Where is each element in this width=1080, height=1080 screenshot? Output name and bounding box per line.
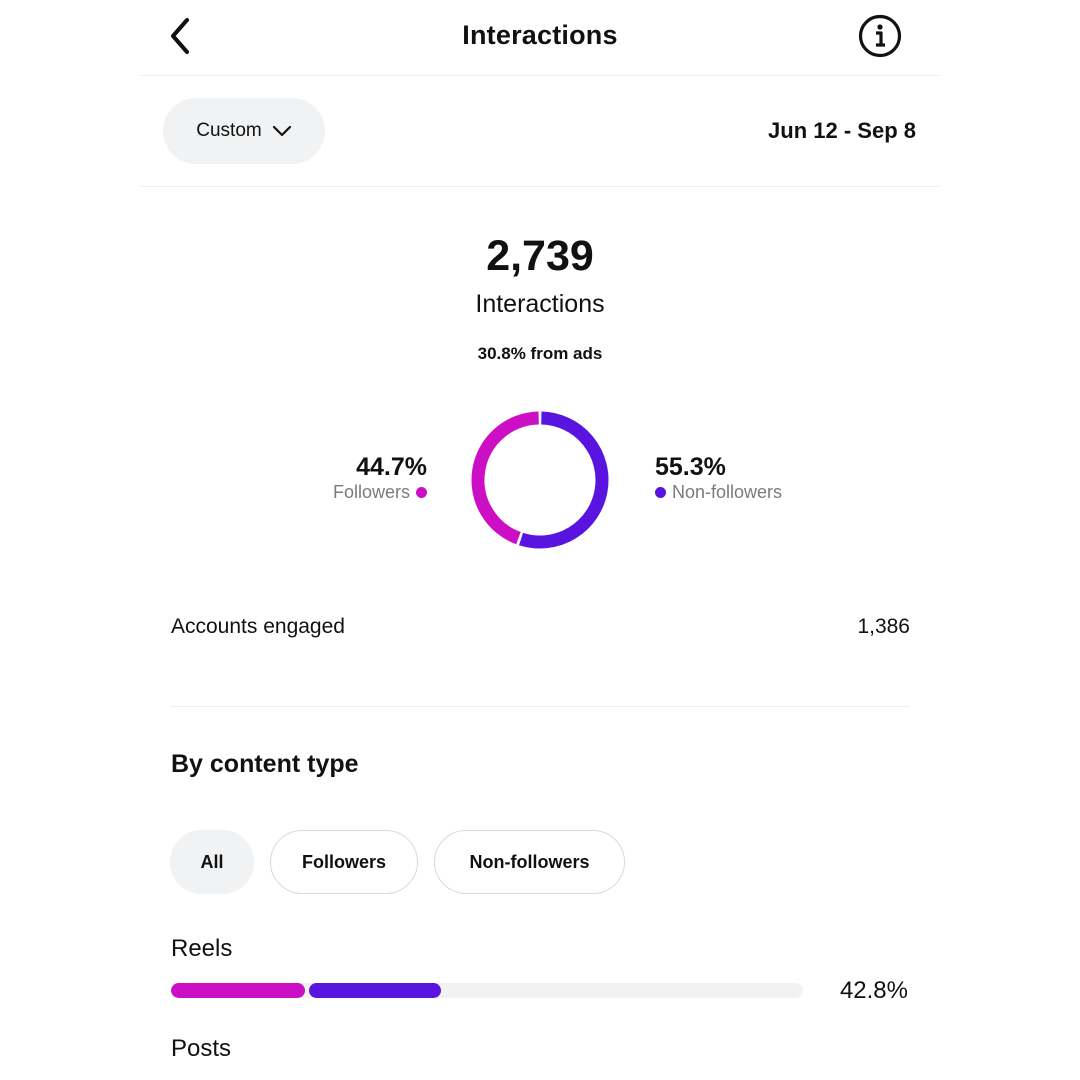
audience-donut-chart [471, 411, 609, 549]
followers-dot [416, 487, 427, 498]
content-row-reels-percent: 42.8% [839, 977, 908, 1004]
info-circle-icon [858, 14, 902, 58]
section-divider [170, 706, 910, 707]
info-button[interactable] [856, 12, 904, 60]
content-row-posts-label: Posts [171, 1035, 232, 1062]
filter-chip-all[interactable]: All [170, 830, 254, 894]
chevron-down-icon [272, 125, 291, 137]
filter-chip-followers[interactable]: Followers [270, 830, 418, 894]
filter-chip-non-followers[interactable]: Non-followers [434, 830, 625, 894]
followers-legend: 44.7% Followers [333, 453, 427, 503]
back-button[interactable] [156, 12, 204, 60]
accounts-engaged-value: 1,386 [857, 615, 910, 638]
followers-percent: 44.7% [356, 453, 427, 481]
filter-divider [140, 186, 940, 187]
reels-bar-followers [171, 983, 305, 998]
non-followers-dot [655, 487, 666, 498]
accounts-engaged-label: Accounts engaged [171, 615, 345, 638]
donut-segment-followers [471, 411, 539, 545]
content-row-reels-label: Reels [171, 935, 233, 962]
donut-segment-non-followers [519, 411, 609, 549]
total-interactions-label: Interactions [475, 290, 605, 318]
non-followers-percent: 55.3% [655, 453, 726, 481]
date-range-dropdown[interactable]: Custom [163, 98, 325, 164]
non-followers-label: Non-followers [672, 482, 783, 502]
reels-progress-bar [171, 983, 803, 998]
total-interactions-value: 2,739 [486, 232, 594, 280]
reels-bar-non-followers [308, 983, 442, 998]
page-title: Interactions [462, 20, 618, 50]
chevron-left-icon [171, 18, 189, 54]
date-range-text: Jun 12 - Sep 8 [768, 118, 916, 143]
section-title: By content type [171, 750, 359, 778]
non-followers-legend: 55.3% Non-followers [655, 453, 782, 503]
ads-note: 30.8% from ads [477, 344, 603, 363]
date-range-dropdown-label: Custom [196, 120, 262, 141]
header-divider [140, 75, 940, 76]
followers-label: Followers [332, 482, 410, 502]
